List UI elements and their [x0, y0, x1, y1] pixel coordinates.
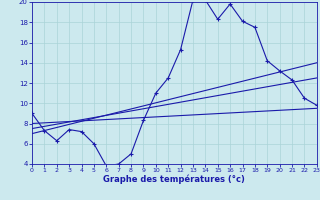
X-axis label: Graphe des températures (°c): Graphe des températures (°c) — [103, 175, 245, 184]
